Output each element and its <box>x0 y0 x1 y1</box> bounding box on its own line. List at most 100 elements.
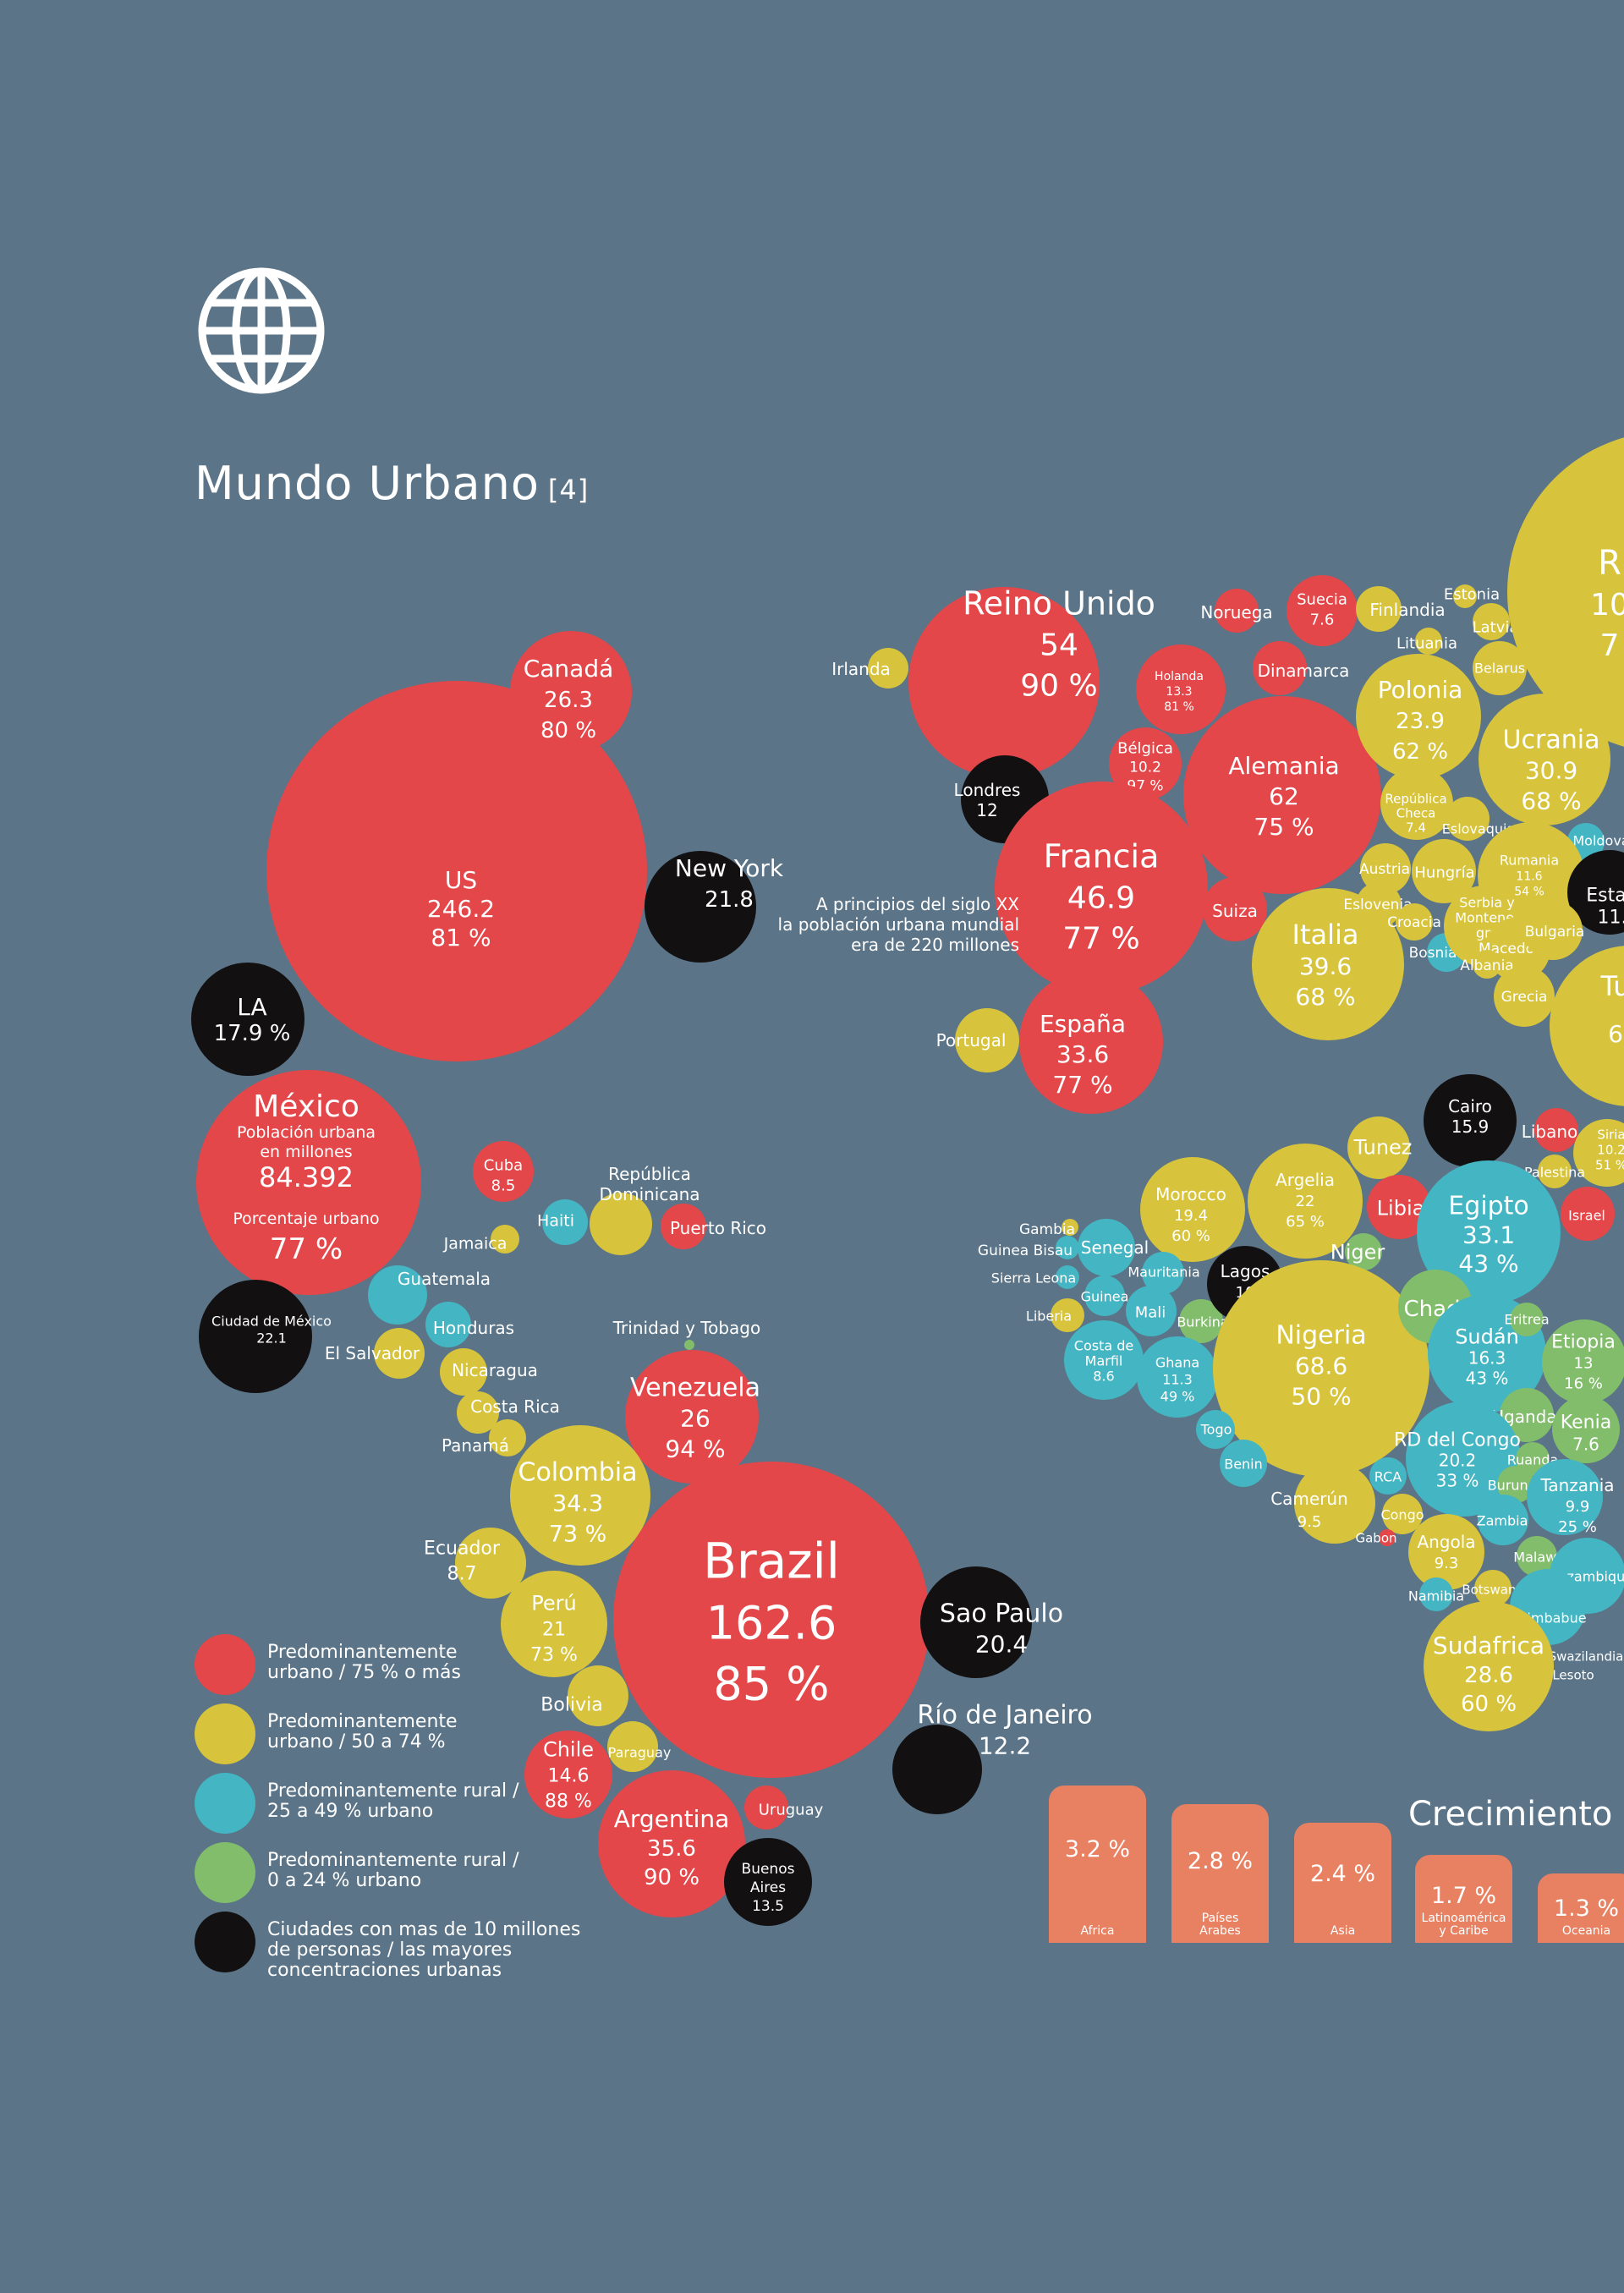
bubble-burundi-circle <box>1497 1466 1534 1503</box>
bubble-eritrea: Eritrea <box>1504 1303 1550 1336</box>
bubble-benin: Benin <box>1220 1440 1267 1487</box>
bubble-albania-circle <box>1473 950 1501 979</box>
growth-bar-value: 1.7 % <box>1430 1883 1497 1909</box>
bubble-togo: Togo <box>1196 1410 1235 1449</box>
bubble-kenia-line-0: Kenia <box>1561 1413 1611 1434</box>
bubble-turquia-line-1: 6 <box>1608 1020 1623 1048</box>
bubble-polonia-line-2: 62 % <box>1392 739 1448 765</box>
bubble-morocco-line-2: 60 % <box>1171 1227 1210 1245</box>
bubble-ucrania-line-2: 68 % <box>1521 787 1581 815</box>
bubble-gabon: Gabon <box>1355 1529 1397 1546</box>
bubble-liberia: Liberia <box>1026 1298 1084 1332</box>
growth-bar-value: 1.3 % <box>1553 1895 1620 1922</box>
bubble-mauritania-circle <box>1142 1252 1184 1294</box>
bubble-gambia-circle <box>1062 1219 1078 1236</box>
bubble-costa-rica: Costa Rica <box>457 1391 560 1434</box>
bubble-nicaragua-line-0: Nicaragua <box>452 1360 538 1380</box>
bubble-trinidad-y-tobago-line-0: Trinidad y Tobago <box>612 1318 760 1338</box>
bubble-senegal-line-0: Senegal <box>1081 1237 1149 1258</box>
bubble-polonia: Polonia 23.9 62 % <box>1356 654 1481 779</box>
bubble-costa-de-marfil-line-1: Marfil <box>1085 1353 1123 1369</box>
bubble-puerto-rico: Puerto Rico <box>661 1204 766 1249</box>
bubble-republica-checa-line-1: Checa <box>1396 805 1436 820</box>
bubble-cairo-line-0: Cairo <box>1448 1096 1492 1116</box>
bubble-portugal: Portugal <box>936 1008 1019 1072</box>
bubble-rusia-circle <box>1507 437 1624 747</box>
bubble-argentina-line-2: 90 % <box>644 1865 700 1890</box>
bubble-israel: Israel <box>1561 1187 1615 1241</box>
bubble-cuba-line-0: Cuba <box>484 1156 523 1174</box>
bubble-hungria-circle <box>1412 839 1476 903</box>
bubble-mauritania-line-0: Mauritania <box>1127 1264 1199 1281</box>
bubble-venezuela-line-0: Venezuela <box>630 1374 760 1403</box>
bubble-sudafrica-circle <box>1424 1601 1554 1731</box>
bubble-namibia-line-0: Namibia <box>1408 1588 1464 1605</box>
bubble-argelia-circle <box>1248 1144 1363 1259</box>
legend-label: Predominantemente rural /25 a 49 % urban… <box>267 1780 519 1822</box>
bubble-etiopia-line-0: Etiopia <box>1551 1332 1616 1353</box>
bubble-namibia-circle <box>1419 1577 1453 1611</box>
annotation-line-0: A principios del siglo XX <box>816 894 1019 914</box>
bubble-belarus-circle <box>1473 641 1527 695</box>
bubble-guinea-line-0: Guinea <box>1081 1289 1129 1305</box>
bubble-paraguay-line-0: Paraguay <box>608 1745 672 1761</box>
bubble-irlanda-line-0: Irlanda <box>831 659 891 679</box>
bubble-egipto-line-2: 43 % <box>1458 1250 1518 1278</box>
bubble-canada: Canadá 26.3 80 % <box>510 631 632 753</box>
bubble-eslovenia-line-0: Eslovenia <box>1343 897 1412 913</box>
bubble-guinea: Guinea <box>1081 1275 1129 1316</box>
bubble-us-line-1: 246.2 <box>427 895 495 923</box>
bubble-liberia-circle <box>1051 1298 1084 1332</box>
bubble-lagos-line-0: Lagos <box>1221 1261 1270 1281</box>
bubble-panama-circle <box>489 1419 526 1456</box>
bubble-colombia-line-0: Colombia <box>518 1458 638 1488</box>
bubble-malawi-line-0: Malawi <box>1513 1550 1560 1566</box>
bubble-reino-unido-line-2: 90 % <box>1020 668 1097 703</box>
bubble-us-line-0: US <box>445 866 477 894</box>
bubble-argelia: Argelia 22 65 % <box>1248 1144 1363 1259</box>
bubble-italia-line-2: 68 % <box>1295 983 1355 1011</box>
bubble-bulgaria: Bulgaria <box>1523 901 1584 960</box>
bubble-ciudad-de-mexico-line-1: 22.1 <box>256 1330 287 1347</box>
bubble-camerun-line-0: Camerún <box>1270 1489 1348 1509</box>
bubble-sudafrica-line-0: Sudafrica <box>1433 1632 1544 1659</box>
bubble-republica-dominicana-line-1: Dominicana <box>599 1184 700 1204</box>
bubble-mexico-line-5: 77 % <box>270 1232 343 1266</box>
bubble-latvia-circle <box>1473 603 1510 640</box>
bubble-sudan-line-0: Sudán <box>1455 1325 1519 1348</box>
growth-bar-3: 1.7 % Latinoamérica y Caribe <box>1415 1855 1512 1943</box>
bubble-lesoto-line-0: Lesoto <box>1552 1667 1594 1682</box>
bubble-tanzania: Tanzania 9.9 25 % <box>1527 1459 1615 1536</box>
bubble-israel-line-0: Israel <box>1568 1208 1605 1224</box>
bubble-hungria: Hungría <box>1412 839 1476 903</box>
bubble-rusia: R 10 7 <box>1507 437 1624 747</box>
bubble-rd-del-congo-circle <box>1406 1402 1521 1517</box>
bubble-liberia-line-0: Liberia <box>1026 1308 1072 1325</box>
page-title-note: [4] <box>547 474 590 506</box>
bubble-rd-del-congo-line-1: 20.2 <box>1439 1451 1477 1471</box>
bubble-camerun-line-1: 9.5 <box>1298 1513 1322 1531</box>
bubble-uganda-circle <box>1500 1388 1554 1442</box>
bubble-chile-circle <box>524 1731 612 1818</box>
bubble-polonia-line-0: Polonia <box>1378 676 1463 704</box>
bubble-sudan-line-2: 43 % <box>1466 1368 1509 1388</box>
bubble-suiza-line-0: Suiza <box>1212 901 1258 921</box>
bubble-benin-line-0: Benin <box>1224 1456 1263 1473</box>
bubble-grecia-line-0: Grecia <box>1501 989 1548 1006</box>
bubble-sierra-leona-line-0: Sierra Leona <box>991 1270 1076 1286</box>
bubble-sudafrica: Sudafrica 28.6 60 % <box>1424 1601 1554 1731</box>
bubble-sao-paulo-circle <box>920 1566 1032 1678</box>
bubble-guatemala-circle <box>368 1265 427 1325</box>
bubble-tanzania-line-0: Tanzania <box>1539 1475 1614 1495</box>
bubble-libano: Libano <box>1522 1108 1578 1152</box>
growth-bar-label: Latinoamérica y Caribe <box>1421 1912 1506 1938</box>
bubble-etiopia-line-2: 16 % <box>1564 1375 1603 1393</box>
bubble-canada-circle <box>510 631 632 753</box>
bubble-buenos-aires-line-0: Buenos <box>742 1861 795 1878</box>
bubble-suecia-line-0: Suecia <box>1297 590 1347 608</box>
